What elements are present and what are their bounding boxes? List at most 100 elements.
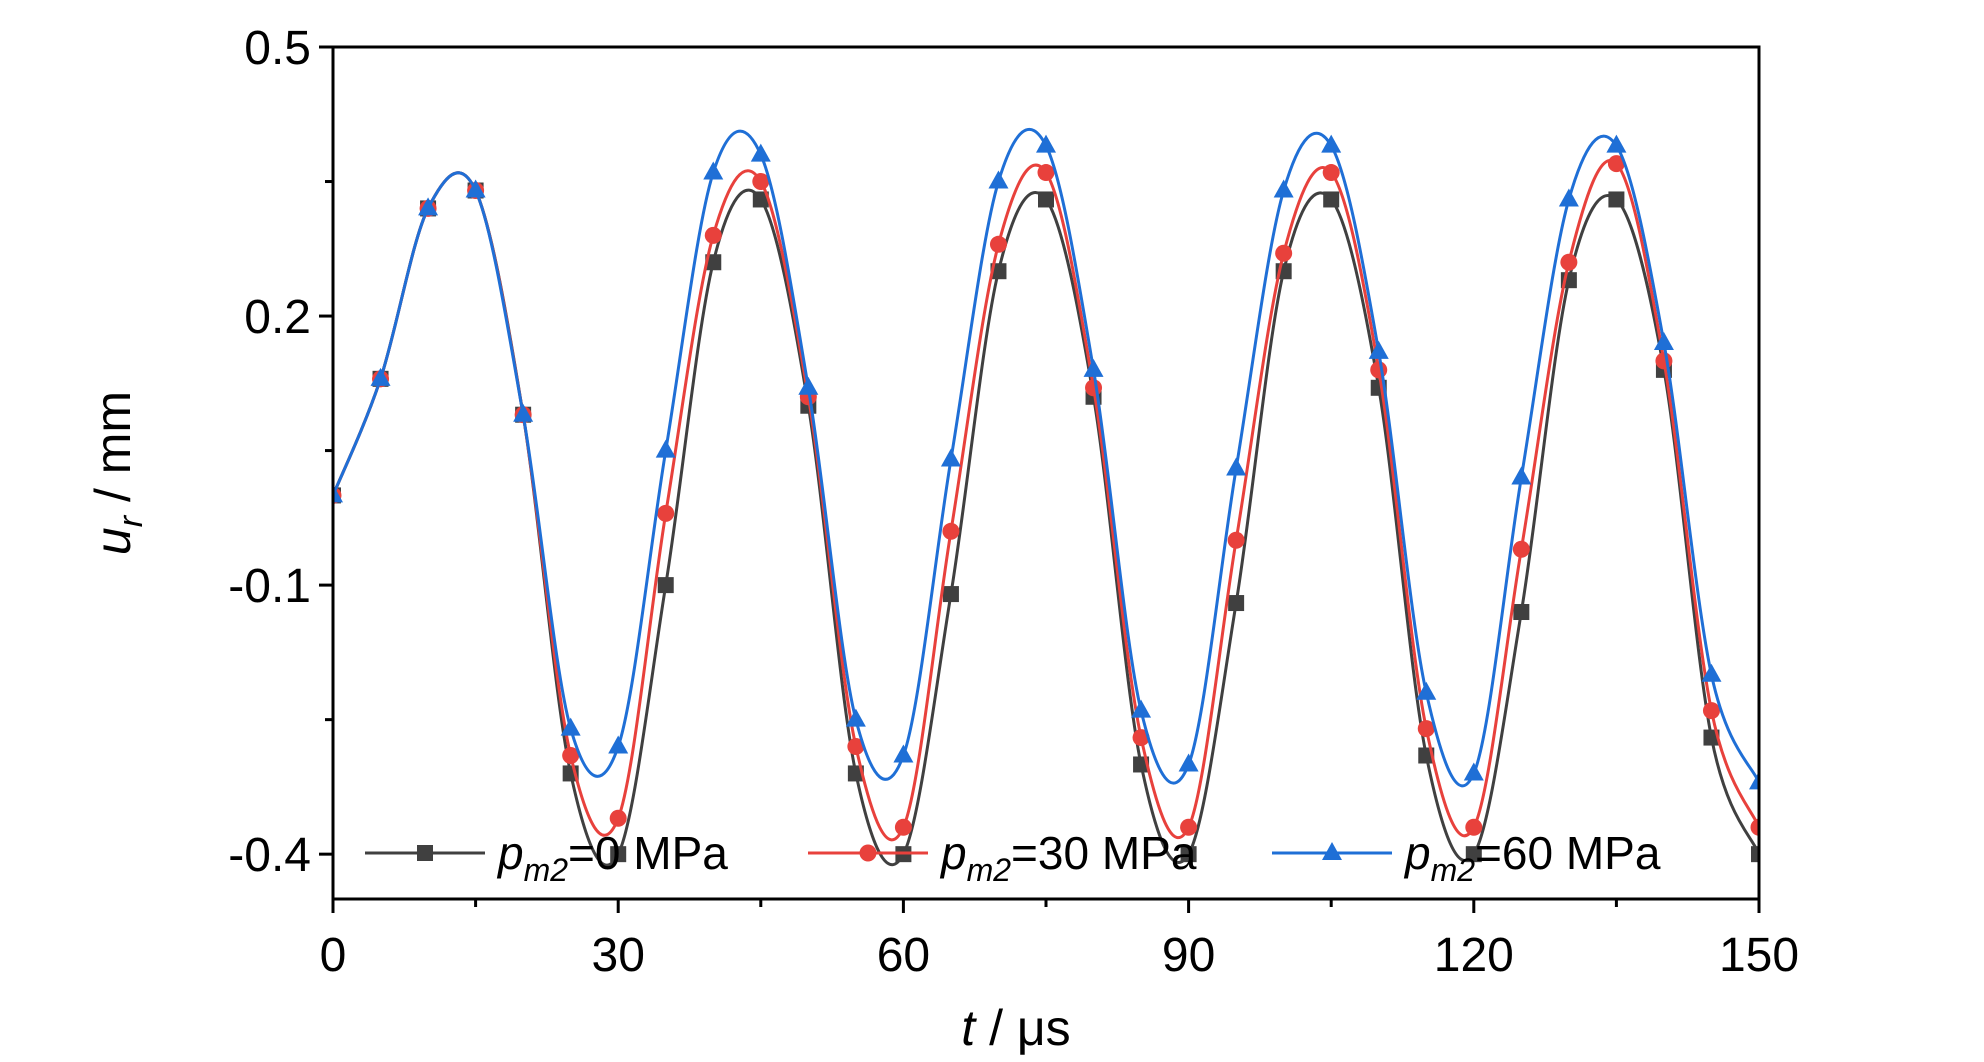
legend-value: =30 MPa [1011, 827, 1197, 879]
series-1 [333, 155, 1759, 842]
data-point-triangle [655, 439, 676, 458]
legend-label: pm2=60 MPa [1403, 827, 1661, 888]
data-point-triangle [1416, 681, 1437, 700]
x-axis-unit: / μs [975, 1000, 1070, 1056]
y-tick-label: -0.1 [228, 560, 311, 613]
data-point-triangle [798, 376, 819, 395]
data-point-circle [1180, 818, 1198, 836]
series-2 [333, 127, 1759, 790]
x-tick-label: 60 [877, 929, 930, 982]
data-point-circle [562, 747, 580, 765]
data-point-triangle [1322, 842, 1342, 860]
x-axis-var: t [961, 1000, 977, 1056]
data-point-circle [1417, 720, 1435, 738]
data-point-triangle [1701, 663, 1722, 682]
y-axis-var: u [85, 527, 141, 555]
series-0 [333, 171, 1759, 867]
x-tick-label: 120 [1434, 929, 1514, 982]
x-tick-label: 90 [1162, 929, 1215, 982]
data-point-triangle [1606, 134, 1627, 153]
data-point-circle [1702, 702, 1720, 720]
data-point-square [942, 586, 959, 603]
data-point-triangle [1273, 179, 1294, 198]
data-point-circle [1512, 540, 1530, 558]
legend-var: p [939, 827, 967, 879]
data-point-circle [1227, 531, 1245, 549]
y-tick-label: 0.5 [244, 22, 311, 75]
data-point-square [1513, 604, 1530, 621]
legend-value: =60 MPa [1475, 827, 1661, 879]
data-point-circle [894, 818, 912, 836]
data-point-triangle [1226, 457, 1247, 476]
data-point-circle [859, 844, 877, 862]
legend: pm2=0 MPa pm2=30 MPa pm2=60 MPa [365, 827, 1661, 888]
data-point-triangle [1749, 771, 1759, 790]
data-point-triangle [1368, 340, 1389, 359]
data-point-triangle [513, 403, 534, 422]
legend-sub: m2 [524, 852, 569, 888]
data-point-triangle [988, 170, 1009, 189]
data-point-triangle [1036, 134, 1056, 153]
data-point-circle [1655, 352, 1673, 370]
legend-var: p [1403, 827, 1431, 879]
data-point-square [610, 846, 627, 863]
data-point-triangle [940, 448, 961, 467]
legend-label: pm2=30 MPa [939, 827, 1197, 888]
series-line [333, 159, 1759, 842]
legend-sub: m2 [1431, 852, 1476, 888]
data-point-square [1465, 846, 1482, 863]
data-point-square [1180, 846, 1197, 863]
data-point-circle [704, 226, 722, 244]
data-point-circle [1370, 361, 1388, 379]
data-point-circle [942, 522, 960, 540]
data-point-square [1228, 595, 1245, 612]
legend-label: pm2=0 MPa [496, 827, 728, 888]
x-tick-label: 30 [592, 929, 645, 982]
data-point-triangle [418, 197, 439, 216]
data-point-circle [752, 173, 770, 191]
data-point-triangle [703, 161, 724, 180]
data-point-triangle [1653, 331, 1674, 350]
data-point-circle [1465, 818, 1483, 836]
data-point-circle [1750, 818, 1759, 836]
data-point-circle [1132, 729, 1150, 747]
legend-value: =0 MPa [568, 827, 728, 879]
series-line [333, 171, 1759, 867]
data-point-triangle [1178, 753, 1199, 772]
data-point-circle [609, 809, 627, 827]
data-point-triangle [608, 735, 629, 754]
y-axis-unit: / mm [85, 391, 141, 516]
x-axis-title: t / μs [961, 1000, 1070, 1056]
data-point-triangle [370, 367, 391, 386]
data-point-square [417, 845, 433, 861]
legend-item-1: pm2=30 MPa [808, 827, 1197, 888]
data-point-triangle [333, 484, 343, 503]
data-point-square [752, 191, 769, 208]
data-point-square [1323, 191, 1340, 208]
legend-item-0: pm2=0 MPa [365, 827, 728, 888]
data-point-triangle [1131, 699, 1152, 718]
data-point-triangle [1558, 188, 1579, 207]
series-layer [333, 127, 1759, 867]
y-axis-sub: r [112, 514, 150, 527]
data-point-triangle [750, 143, 771, 162]
data-point-triangle [1083, 358, 1104, 377]
data-point-circle [847, 738, 865, 756]
x-tick-label: 150 [1719, 929, 1799, 982]
data-point-circle [1607, 155, 1625, 173]
data-point-circle [1560, 253, 1578, 271]
legend-item-2: pm2=60 MPa [1272, 827, 1661, 888]
legend-sub: m2 [967, 852, 1012, 888]
data-point-square [1608, 191, 1625, 208]
data-point-triangle [1511, 466, 1532, 485]
y-tick-label: 0.2 [244, 291, 311, 344]
data-point-square [657, 577, 674, 594]
y-tick-label: -0.4 [228, 829, 311, 882]
data-point-circle [657, 504, 675, 522]
series-line [333, 127, 1759, 788]
data-point-triangle [1463, 762, 1484, 781]
data-point-circle [989, 235, 1007, 253]
data-point-square [1751, 846, 1759, 863]
legend-var: p [496, 827, 524, 879]
